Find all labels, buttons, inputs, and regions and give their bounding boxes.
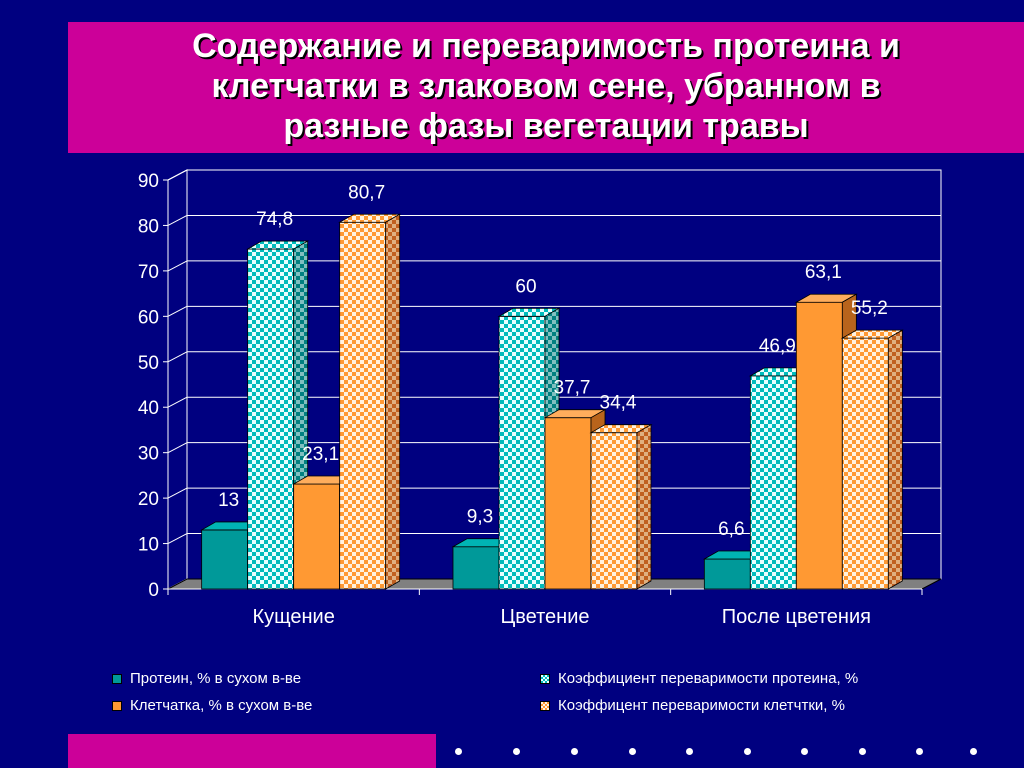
x-tick-label: После цветения	[722, 606, 871, 628]
legend-swatch-icon	[540, 673, 550, 684]
bar	[841, 337, 889, 590]
bar	[247, 248, 295, 590]
bar	[452, 546, 500, 590]
x-tick-label: Кущение	[252, 606, 334, 628]
data-label: 37,7	[554, 378, 591, 399]
data-label: 74,8	[256, 209, 293, 230]
gridline-side	[167, 442, 188, 454]
gridline-side	[167, 260, 188, 272]
bar	[544, 417, 592, 590]
y-tick-label: 50	[138, 353, 159, 374]
data-label: 80,7	[348, 182, 385, 203]
gridline-side	[167, 396, 188, 408]
legend-label: Клетчатка, % в сухом в-ве	[130, 697, 313, 714]
bar	[201, 529, 249, 590]
title-banner	[68, 22, 1024, 153]
y-tick-label: 40	[138, 398, 159, 419]
y-tick-label: 30	[138, 444, 159, 465]
legend-item-protein: Протеин, % в сухом в-ве	[112, 670, 301, 687]
y-tick-label: 80	[138, 216, 159, 237]
page-title: Содержание и переваримость протеина и кл…	[192, 27, 900, 145]
gridline-side	[167, 215, 188, 226]
chart-side-wall	[167, 169, 188, 590]
data-label: 60	[515, 276, 536, 297]
gridline-side	[167, 533, 188, 544]
legend-swatch-icon	[112, 700, 122, 711]
bar	[749, 375, 797, 590]
data-label: 46,9	[759, 336, 796, 357]
legend-item-fiber-digestibility: Коэффицент переваримости клетчтки, %	[540, 697, 845, 714]
gridline-side	[167, 169, 188, 181]
x-tick-label: Цветение	[500, 606, 589, 628]
bar	[703, 558, 751, 590]
y-tick-label: 60	[138, 307, 159, 328]
y-tick-label: 0	[148, 580, 159, 601]
data-label: 34,4	[600, 393, 637, 414]
y-tick-label: 20	[138, 489, 159, 510]
legend-item-protein-digestibility: Коэффициент переваримости протеина, %	[540, 670, 858, 687]
bar-side	[887, 329, 903, 590]
gridline-side	[167, 305, 188, 317]
bar	[293, 483, 341, 590]
legend-swatch-icon	[112, 673, 122, 684]
gridline-side	[167, 487, 188, 499]
data-label: 9,3	[467, 507, 493, 528]
legend-swatch-icon	[540, 700, 550, 711]
y-tick-label: 70	[138, 262, 159, 283]
bar	[590, 432, 638, 590]
footer-bar	[68, 734, 436, 768]
y-tick-label: 10	[138, 535, 159, 556]
y-tick-label: 90	[138, 171, 159, 192]
gridline-side	[167, 351, 188, 363]
bar	[498, 315, 546, 590]
legend-label: Протеин, % в сухом в-ве	[130, 670, 302, 687]
data-label: 63,1	[805, 262, 842, 283]
bar-side	[385, 213, 401, 590]
bar-side	[636, 423, 652, 590]
bar	[795, 301, 843, 590]
bar	[339, 221, 387, 590]
data-label: 23,1	[302, 444, 339, 465]
data-label: 13	[218, 490, 239, 511]
data-label: 55,2	[851, 298, 888, 319]
legend-label: Коэффициент переваримости протеина, %	[558, 670, 859, 687]
legend-item-fiber: Клетчатка, % в сухом в-ве	[112, 697, 312, 714]
legend-label: Коэффицент переваримости клетчтки, %	[558, 697, 845, 714]
data-label: 6,6	[718, 519, 744, 540]
